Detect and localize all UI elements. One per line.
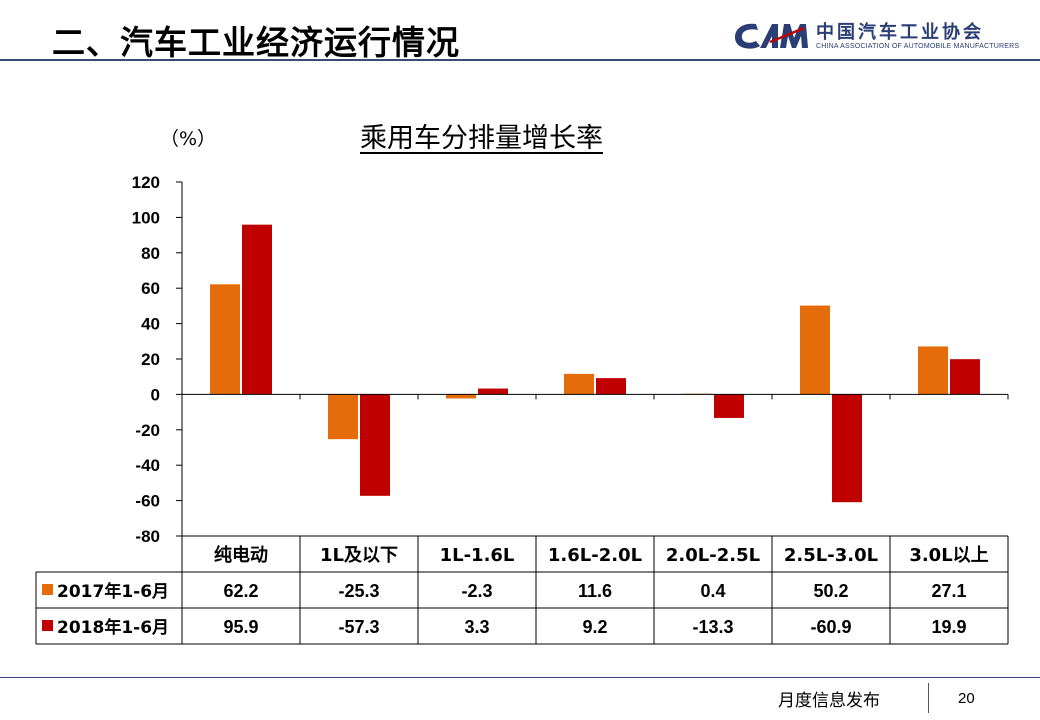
bar-2018-4 xyxy=(714,394,744,418)
table-category-label: 纯电动 xyxy=(214,544,268,566)
bar-2017-1 xyxy=(328,394,358,440)
bar-2017-3 xyxy=(564,373,594,395)
bar-2017-0 xyxy=(210,284,240,395)
data-label: 9.2 xyxy=(582,617,607,637)
bar-2018-1 xyxy=(360,394,390,496)
footer-text: 月度信息发布 xyxy=(778,691,880,711)
logo-chinese-name: 中国汽车工业协会 xyxy=(816,22,984,43)
bar-2018-5 xyxy=(832,394,862,503)
y-tick-label: 20 xyxy=(141,350,160,369)
y-tick-label: -80 xyxy=(135,527,160,546)
bar-2017-2 xyxy=(446,394,476,399)
table-category-label: 1.6L-2.0L xyxy=(548,545,642,566)
y-tick-label: 0 xyxy=(151,385,160,404)
legend-label-2017: 2017年1-6月 xyxy=(57,581,169,602)
bar-2017-5 xyxy=(800,305,830,395)
y-tick-label: 100 xyxy=(132,208,160,227)
data-label: 50.2 xyxy=(813,581,848,601)
y-tick-label: 60 xyxy=(141,279,160,298)
data-label: 0.4 xyxy=(700,581,725,601)
cam-logo-icon xyxy=(734,23,808,49)
legend-key-2018 xyxy=(42,620,53,631)
table-category-label: 3.0L以上 xyxy=(909,545,988,566)
data-label: 62.2 xyxy=(223,581,258,601)
chart-title: 乘用车分排量增长率 xyxy=(360,123,603,154)
y-tick-label: -20 xyxy=(135,421,160,440)
table-category-label: 1L及以下 xyxy=(320,545,398,566)
y-tick-label: 80 xyxy=(141,244,160,263)
logo-english-name: CHINA ASSOCIATION OF AUTOMOBILE MANUFACT… xyxy=(816,43,1020,50)
bar-2018-2 xyxy=(478,388,508,395)
data-label: -25.3 xyxy=(338,581,379,601)
data-label: 11.6 xyxy=(578,581,612,601)
bar-2018-3 xyxy=(596,378,626,395)
table-category-label: 2.5L-3.0L xyxy=(784,545,878,566)
data-label: -13.3 xyxy=(692,617,733,637)
data-label: 19.9 xyxy=(931,617,966,637)
data-label: 95.9 xyxy=(223,617,258,637)
y-tick-label: 40 xyxy=(141,315,160,334)
y-tick-label: -40 xyxy=(135,456,160,475)
data-label: 3.3 xyxy=(464,617,489,637)
y-tick-label: -60 xyxy=(135,492,160,511)
table-category-label: 2.0L-2.5L xyxy=(666,545,760,566)
page-number: 20 xyxy=(958,690,975,707)
data-label: 27.1 xyxy=(931,581,966,601)
header-rule xyxy=(0,59,1040,61)
table-category-label: 1L-1.6L xyxy=(440,545,515,566)
legend-key-2017 xyxy=(42,584,53,595)
bar-2018-0 xyxy=(242,224,272,395)
y-tick-label: 120 xyxy=(132,173,160,192)
legend-label-2018: 2018年1-6月 xyxy=(57,617,169,638)
bar-2017-6 xyxy=(918,346,948,395)
data-label: -60.9 xyxy=(810,617,851,637)
slide-title: 二、汽车工业经济运行情况 xyxy=(52,23,460,62)
bar-2018-6 xyxy=(950,359,980,395)
data-label: -57.3 xyxy=(338,617,379,637)
data-label: -2.3 xyxy=(461,581,492,601)
y-axis-unit-label: （%） xyxy=(160,128,217,150)
footer-rule xyxy=(0,677,1040,678)
logo: 中国汽车工业协会 CHINA ASSOCIATION OF AUTOMOBILE… xyxy=(730,16,1030,56)
footer-separator xyxy=(928,683,929,713)
